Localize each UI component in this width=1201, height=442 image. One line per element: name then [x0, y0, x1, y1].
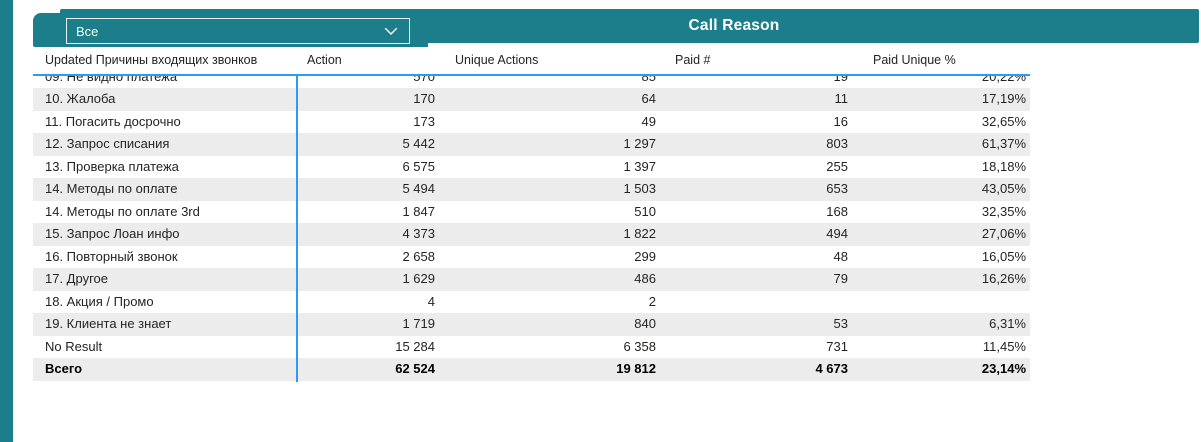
cell-reason: 09. Не видно платежа — [45, 75, 178, 84]
cell-reason: 19. Клиента не знает — [45, 316, 172, 331]
cell-paid: 19 — [833, 75, 848, 84]
cell-unique-actions: 1 503 — [623, 181, 656, 196]
cell-action: 5 442 — [402, 136, 435, 151]
page-title: Call Reason — [688, 17, 780, 34]
cell-action: 1 847 — [402, 203, 435, 219]
column-header-paid-unique-pct[interactable]: Paid Unique % — [873, 53, 956, 67]
cell-reason: No Result — [45, 338, 103, 354]
cell-paid: 803 — [826, 136, 848, 151]
cell-paid-unique-pct: 43,05% — [981, 181, 1026, 196]
table-row[interactable]: 17. Другое 1 629 486 79 16,26% — [33, 268, 1030, 291]
cell-paid-unique-pct: 32,65% — [981, 113, 1026, 129]
cell-action: 62 524 — [395, 361, 435, 376]
column-header-paid[interactable]: Paid # — [675, 53, 711, 67]
cell-unique-actions: 64 — [641, 91, 656, 106]
cell-paid: 494 — [826, 226, 848, 241]
cell-unique-actions: 1 822 — [623, 226, 656, 241]
cell-unique-actions: 510 — [634, 203, 656, 219]
left-accent-strip — [0, 0, 13, 442]
cell-paid-unique-pct: 61,37% — [981, 136, 1026, 151]
cell-paid-unique-pct: 17,19% — [981, 91, 1026, 106]
column-header-action[interactable]: Action — [307, 53, 342, 67]
table-body: 09. Не видно платежа 570 85 19 20,22% 10… — [33, 75, 1030, 381]
cell-paid: 653 — [826, 181, 848, 196]
column-divider-line — [296, 74, 298, 382]
cell-action: 4 373 — [402, 226, 435, 241]
cell-reason: 10. Жалоба — [45, 91, 116, 106]
cell-action: 15 284 — [395, 338, 435, 354]
cell-unique-actions: 2 — [648, 293, 656, 309]
cell-unique-actions: 1 397 — [623, 158, 656, 174]
cell-paid: 4 673 — [815, 361, 848, 376]
cell-paid: 11 — [834, 91, 849, 106]
cell-unique-actions: 49 — [641, 113, 656, 129]
table-row[interactable]: 10. Жалоба 170 64 11 17,19% — [33, 88, 1030, 111]
table-row[interactable]: 18. Акция / Промо 4 2 — [33, 290, 1030, 314]
chevron-down-icon[interactable] — [384, 27, 398, 36]
cell-action: 173 — [413, 113, 435, 129]
cell-unique-actions: 840 — [634, 316, 656, 331]
cell-reason: 11. Погасить досрочно — [45, 113, 181, 129]
table-row[interactable]: 12. Запрос списания 5 442 1 297 803 61,3… — [33, 133, 1030, 156]
table-row[interactable]: 19. Клиента не знает 1 719 840 53 6,31% — [33, 313, 1030, 336]
cell-paid: 79 — [833, 271, 848, 286]
cell-reason: 13. Проверка платежа — [45, 158, 179, 174]
cell-unique-actions: 1 297 — [623, 136, 656, 151]
cell-paid-unique-pct — [852, 291, 1030, 314]
dropdown-selected-value: Все — [76, 23, 99, 39]
table-row[interactable]: No Result 15 284 6 358 731 11,45% — [33, 335, 1030, 358]
cell-reason: 12. Запрос списания — [45, 136, 170, 151]
cell-paid-unique-pct: 16,05% — [981, 248, 1026, 264]
cell-paid: 16 — [833, 113, 848, 129]
cell-reason: 14. Методы по оплате — [45, 181, 178, 196]
table-row[interactable]: 13. Проверка платежа 6 575 1 397 255 18,… — [33, 155, 1030, 178]
cell-unique-actions: 85 — [641, 75, 656, 84]
scroll-top-indicator-line — [33, 74, 1030, 76]
cell-action: 6 575 — [402, 158, 435, 174]
cell-reason: 14. Методы по оплате 3rd — [45, 203, 200, 219]
cell-paid-unique-pct: 11,45% — [982, 338, 1026, 354]
table-row[interactable]: 11. Погасить досрочно 173 49 16 32,65% — [33, 110, 1030, 133]
table-row[interactable]: 15. Запрос Лоан инфо 4 373 1 822 494 27,… — [33, 223, 1030, 246]
table-row[interactable]: 16. Повторный звонок 2 658 299 48 16,05% — [33, 245, 1030, 268]
cell-unique-actions: 6 358 — [623, 338, 656, 354]
cell-reason: 17. Другое — [45, 271, 108, 286]
cell-reason: 15. Запрос Лоан инфо — [45, 226, 180, 241]
table-row[interactable]: 14. Методы по оплате 3rd 1 847 510 168 3… — [33, 200, 1030, 223]
cell-paid: 168 — [826, 203, 848, 219]
partial-row-clip: 09. Не видно платежа 570 85 19 20,22% — [33, 75, 1030, 88]
cell-paid: 48 — [833, 248, 848, 264]
cell-reason: 16. Повторный звонок — [45, 248, 178, 264]
cell-paid — [660, 291, 852, 314]
cell-unique-actions: 299 — [634, 248, 656, 264]
table-row[interactable]: 14. Методы по оплате 5 494 1 503 653 43,… — [33, 178, 1030, 201]
cell-action: 570 — [413, 75, 435, 84]
cell-action: 2 658 — [402, 248, 435, 264]
cell-unique-actions: 19 812 — [616, 361, 656, 376]
cell-action: 4 — [427, 293, 435, 309]
cell-paid-unique-pct: 16,26% — [981, 271, 1026, 286]
cell-action: 170 — [413, 91, 435, 106]
cell-paid-unique-pct: 6,31% — [989, 316, 1026, 331]
cell-action: 5 494 — [402, 181, 435, 196]
cell-paid: 53 — [833, 316, 848, 331]
cell-paid: 255 — [826, 158, 848, 174]
cell-paid-unique-pct: 27,06% — [981, 226, 1026, 241]
cell-reason: 18. Акция / Промо — [45, 293, 154, 309]
cell-reason: Всего — [45, 361, 83, 376]
column-header-reason[interactable]: Updated Причины входящих звонков — [45, 53, 258, 67]
cell-paid-unique-pct: 23,14% — [981, 361, 1026, 376]
column-header-unique-actions[interactable]: Unique Actions — [455, 53, 539, 67]
cell-paid-unique-pct: 20,22% — [981, 75, 1026, 84]
table-row[interactable]: Всего 62 524 19 812 4 673 23,14% — [33, 358, 1030, 381]
cell-action: 1 629 — [402, 271, 435, 286]
partial-row[interactable]: 09. Не видно платежа 570 85 19 20,22% — [33, 75, 1030, 88]
cell-unique-actions: 486 — [634, 271, 656, 286]
call-reason-filter-dropdown[interactable]: Все — [66, 18, 410, 44]
cell-paid-unique-pct: 32,35% — [981, 203, 1026, 219]
cell-action: 1 719 — [402, 316, 435, 331]
cell-paid: 731 — [826, 338, 848, 354]
cell-paid-unique-pct: 18,18% — [981, 158, 1026, 174]
